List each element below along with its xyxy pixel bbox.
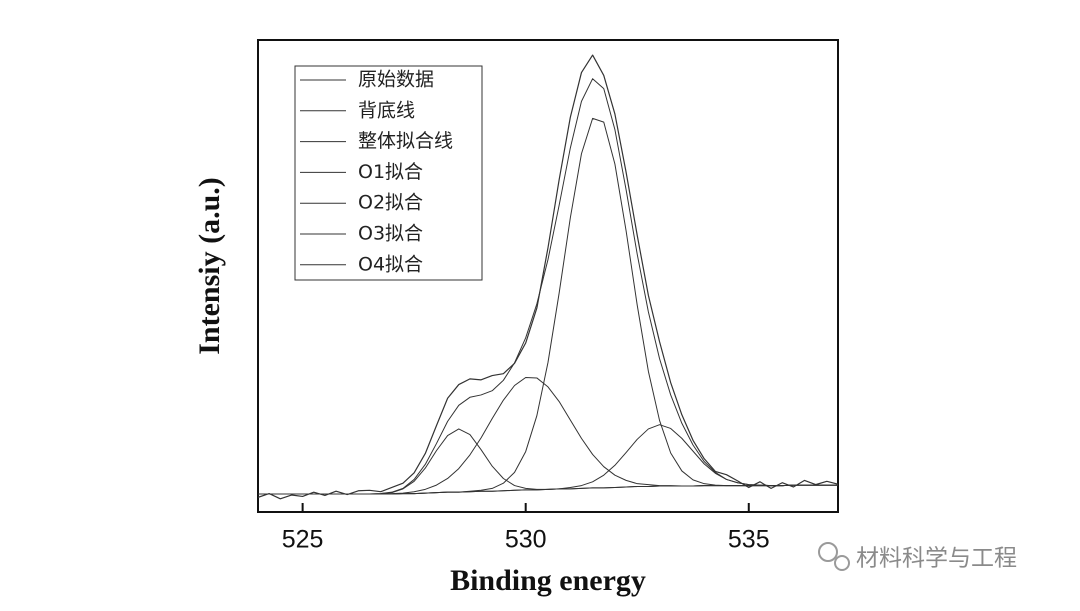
watermark-icon <box>818 542 850 571</box>
x-tick-label: 525 <box>282 526 324 554</box>
legend-label: O3拟合 <box>358 223 423 245</box>
legend-label: 整体拟合线 <box>358 130 453 152</box>
legend-label: O1拟合 <box>358 161 423 183</box>
x-axis-title: Binding energy <box>450 564 646 597</box>
legend-label: O2拟合 <box>358 192 423 214</box>
icon-bubble <box>834 555 850 571</box>
x-tick-label: 530 <box>505 526 547 554</box>
legend-label: 背底线 <box>358 99 415 121</box>
x-tick-label: 535 <box>728 526 770 554</box>
legend-label: O4拟合 <box>358 253 423 275</box>
icon-bubble <box>818 542 838 562</box>
plot-frame <box>257 39 839 513</box>
watermark: 材料科学与工程 <box>856 546 1017 572</box>
y-axis-title: Intensiy (a.u.) <box>193 177 226 355</box>
legend-box <box>294 65 483 281</box>
fit-line <box>258 428 838 495</box>
legend-label: 原始数据 <box>358 69 434 91</box>
